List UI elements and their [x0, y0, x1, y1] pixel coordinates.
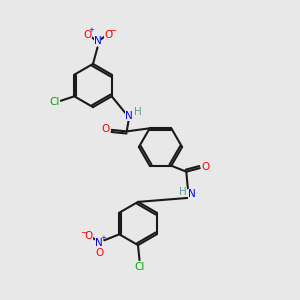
Text: O: O [102, 124, 110, 134]
Text: +: + [100, 236, 106, 242]
Text: H: H [179, 187, 187, 197]
Text: Cl: Cl [134, 262, 145, 272]
Text: −: − [110, 26, 117, 35]
Text: +: + [88, 27, 94, 33]
Text: O: O [83, 29, 92, 40]
Text: N: N [188, 189, 195, 199]
Text: H: H [134, 107, 142, 117]
Text: O: O [202, 162, 210, 172]
Text: N: N [95, 238, 103, 248]
Text: O: O [104, 29, 113, 40]
Text: N: N [94, 36, 101, 46]
Text: −: − [80, 228, 87, 237]
Text: Cl: Cl [50, 97, 60, 107]
Text: O: O [96, 248, 104, 258]
Text: O: O [85, 231, 93, 241]
Text: N: N [125, 111, 133, 122]
